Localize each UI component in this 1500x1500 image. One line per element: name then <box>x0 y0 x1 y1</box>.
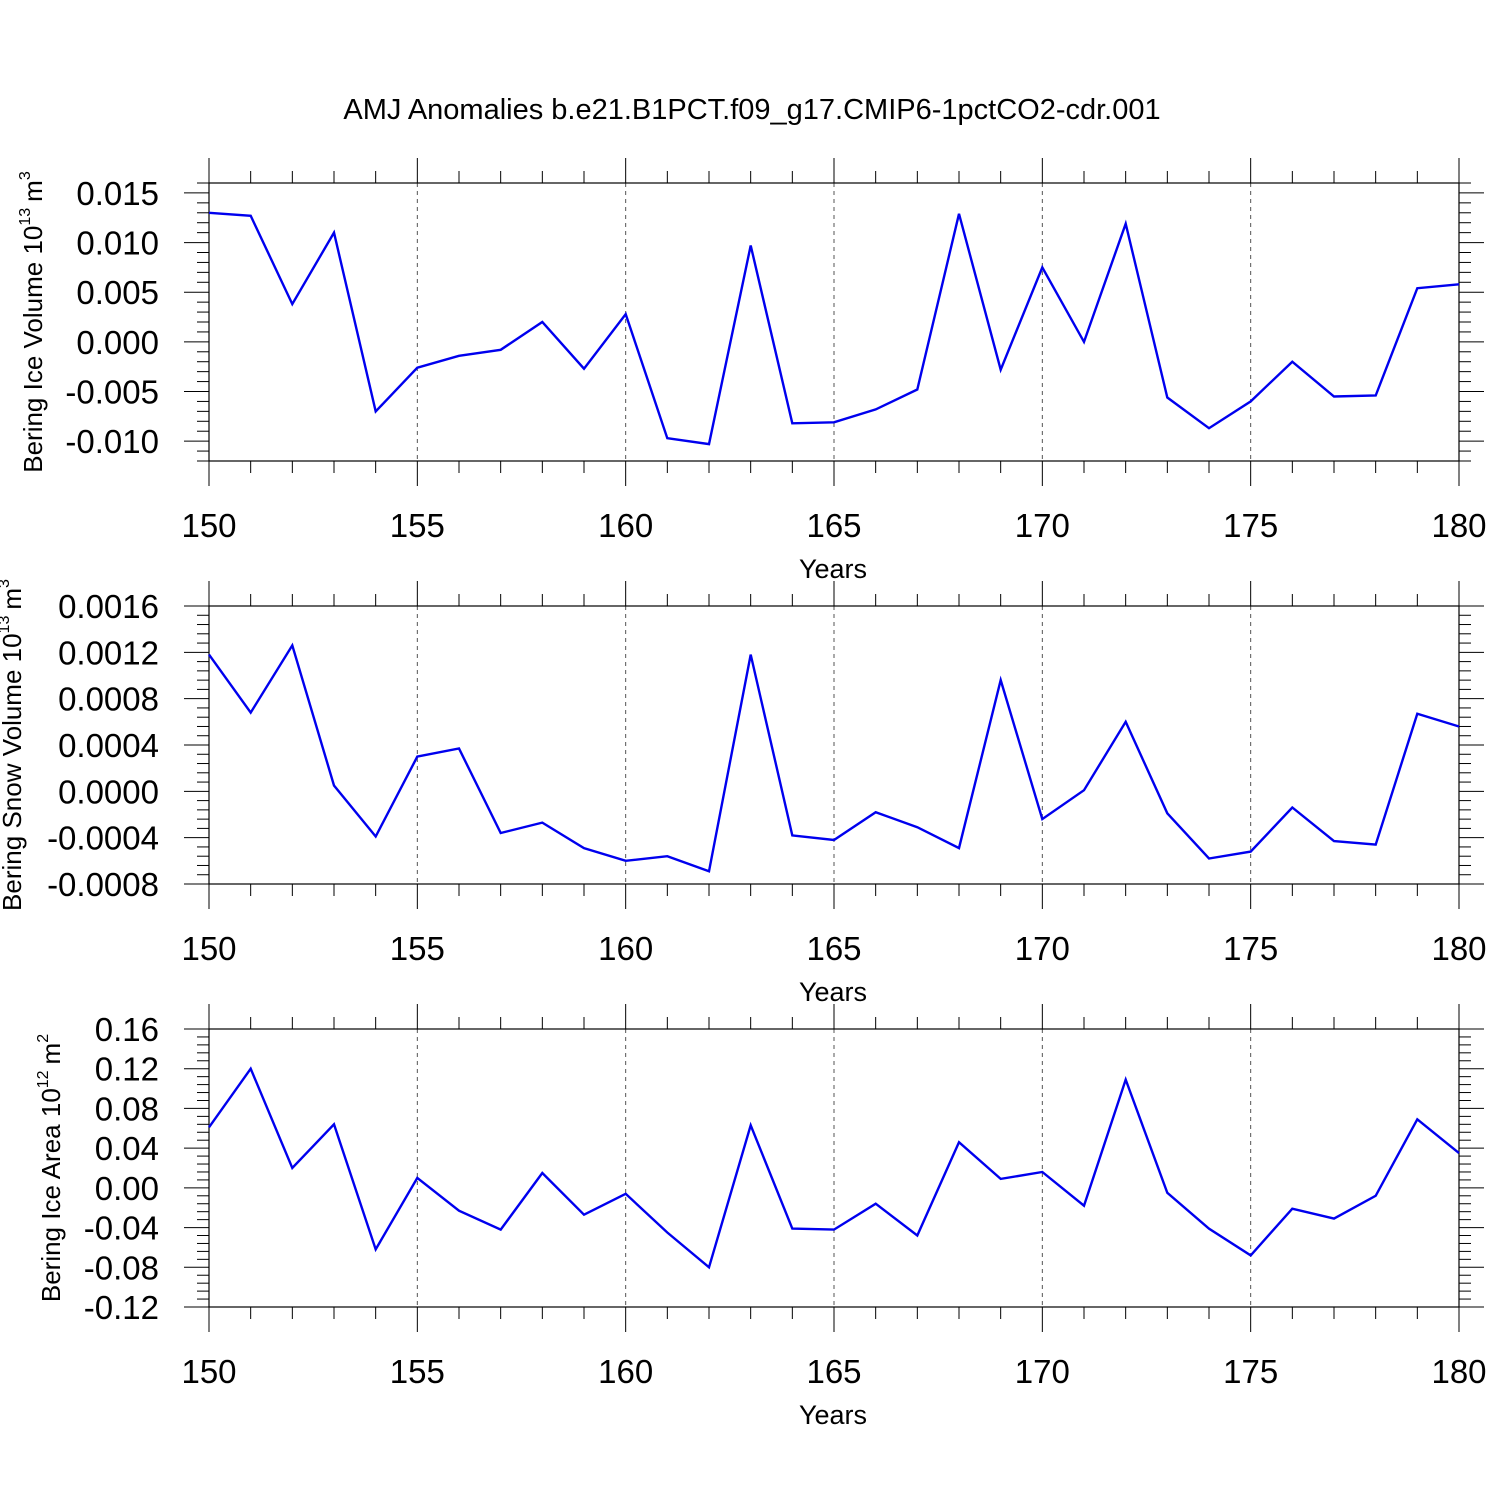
panel-1: 150 155 160 165 170 175 180 -0.010 -0.005 0.000 0.… <box>17 158 1487 584</box>
x-tick-label: 150 <box>181 1353 236 1390</box>
y-tick-label: 0.005 <box>76 274 159 311</box>
y-tick-label: -0.0008 <box>47 866 159 903</box>
y-axis-title-exponent: 12 <box>35 1070 52 1088</box>
x-tick-label: 150 <box>181 507 236 544</box>
y-axis-title-exponent: 13 <box>0 616 13 634</box>
x-tick-label: 175 <box>1223 1353 1278 1390</box>
y-axis-title-unit: m <box>0 588 27 610</box>
y-tick-label: 0.00 <box>95 1170 159 1207</box>
y-axis-title: Bering Snow Volume 1013 m3 <box>0 579 27 911</box>
x-tick-label: 165 <box>806 507 861 544</box>
x-tick-label: 170 <box>1015 1353 1070 1390</box>
y-tick-label: -0.08 <box>84 1249 159 1286</box>
y-axis-title: Bering Ice Area 1012 m2 <box>35 1034 66 1302</box>
y-tick-label: -0.0004 <box>47 820 159 857</box>
x-tick-label: 180 <box>1431 1353 1486 1390</box>
x-tick-label: 155 <box>390 1353 445 1390</box>
chart-title: AMJ Anomalies b.e21.B1PCT.f09_g17.CMIP6-… <box>343 94 1160 126</box>
x-tick-label: 170 <box>1015 930 1070 967</box>
y-tick-label: -0.12 <box>84 1289 159 1326</box>
y-axis-title-unit-exponent: 3 <box>0 579 13 588</box>
series-line <box>208 642 1460 873</box>
panels: 150 155 160 165 170 175 180 -0.010 -0.005 0.000 0.… <box>0 158 1487 1430</box>
y-tick-label: 0.08 <box>95 1090 159 1127</box>
x-tick-label: 160 <box>598 507 653 544</box>
x-axis-title: Years <box>799 977 867 1007</box>
y-axis-title-unit-exponent: 2 <box>35 1034 52 1043</box>
y-tick-label: 0.0012 <box>58 634 159 671</box>
x-tick-label: 165 <box>806 930 861 967</box>
y-axis-title-exponent: 13 <box>17 208 34 226</box>
y-axis-title-unit-exponent: 3 <box>17 171 34 180</box>
y-tick-label: 0.000 <box>76 324 159 361</box>
y-tick-label: -0.010 <box>65 423 159 460</box>
y-axis-title-unit: m <box>36 1043 66 1065</box>
y-tick-label: 0.015 <box>76 175 159 212</box>
y-tick-label: 0.04 <box>95 1130 159 1167</box>
plot-frame <box>208 1028 1460 1308</box>
y-axis-title-text: Bering Ice Volume 10 <box>18 226 48 473</box>
x-tick-label: 170 <box>1015 507 1070 544</box>
y-axis-title-text: Bering Snow Volume 10 <box>0 633 27 911</box>
panel-2: 150 155 160 165 170 175 180 -0.0008 -0.0004 0.000… <box>0 579 1487 1007</box>
x-tick-label: 150 <box>181 930 236 967</box>
x-tick-label: 175 <box>1223 507 1278 544</box>
y-tick-label: 0.0008 <box>58 681 159 718</box>
x-tick-label: 160 <box>598 1353 653 1390</box>
panel-3: 150 155 160 165 170 175 180 -0.12-0.08-0.040.00… <box>35 1004 1487 1430</box>
y-tick-label: 0.0004 <box>58 727 159 764</box>
y-axis-title: Bering Ice Volume 1013 m3 <box>17 171 48 473</box>
y-tick-label: 0.0016 <box>58 588 159 625</box>
x-tick-label: 180 <box>1431 930 1486 967</box>
x-tick-label: 155 <box>390 930 445 967</box>
y-tick-label: 0.16 <box>95 1011 159 1048</box>
y-tick-label: 0.0000 <box>58 773 159 810</box>
x-tick-label: 160 <box>598 930 653 967</box>
plot-frame <box>208 605 1460 885</box>
series-line <box>208 211 1460 446</box>
y-axis-title-unit: m <box>18 180 48 202</box>
y-axis-title-text: Bering Ice Area 10 <box>36 1088 66 1302</box>
x-tick-label: 175 <box>1223 930 1278 967</box>
series-line <box>208 1066 1460 1270</box>
plot-frame <box>208 182 1460 462</box>
x-tick-label: 165 <box>806 1353 861 1390</box>
y-tick-label: 0.12 <box>95 1051 159 1088</box>
x-axis-title: Years <box>799 554 867 584</box>
y-tick-label: -0.04 <box>84 1210 159 1247</box>
x-axis-title: Years <box>799 1400 867 1430</box>
y-tick-label: -0.005 <box>65 374 159 411</box>
x-tick-label: 155 <box>390 507 445 544</box>
x-tick-label: 180 <box>1431 507 1486 544</box>
y-tick-label: 0.010 <box>76 225 159 262</box>
